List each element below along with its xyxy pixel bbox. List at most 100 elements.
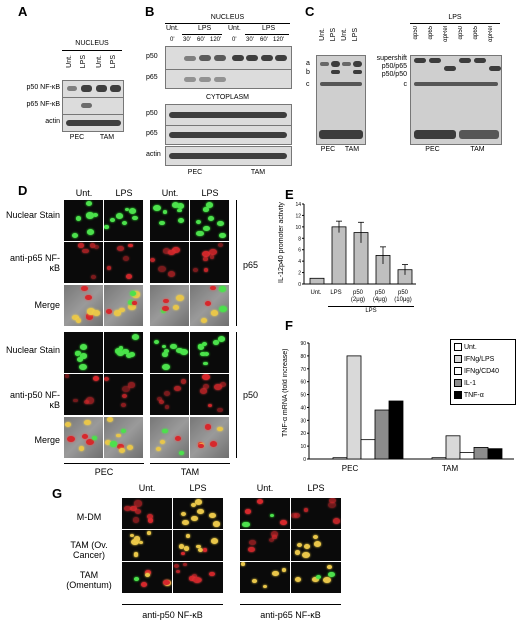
f-ytick-label-0: 0 [303,457,306,463]
panel-d-row-5: Merge [34,435,60,445]
micrograph-d-2-0 [64,285,103,326]
panel-a-lane-0: Unt. [66,55,73,68]
panel-a-blot-actin [62,114,124,132]
panel-g-group-line-1 [240,604,341,605]
panel-b-blot-nuc-p65 [165,69,292,89]
e-ytick-label-1: 2 [298,271,301,277]
panel-a-header-line [62,50,122,51]
panel-c-header-line [410,23,500,24]
f-bar-tam-4 [487,448,503,460]
legend-item-il1: IL-1 [454,379,476,388]
f-ytick-label-9: 90 [300,341,306,347]
panel-d-group-0: PEC [94,467,114,477]
panel-a-row-2: actin [45,118,60,125]
micrograph-g-2-2 [240,562,290,593]
e-bar-0 [309,277,325,285]
e-ytick-label-5: 10 [295,225,301,231]
panel-b-time-0: 0' [170,37,175,43]
panel-b-blot-nuc-p50 [165,46,292,70]
panel-b-treat-0: Unt. [166,25,179,32]
f-ytick-label-8: 80 [300,354,306,360]
legend-item-ifng-cd40: IFNg/CD40 [454,367,499,376]
panel-c-band-right-0: supershift [376,55,407,62]
f-ytick-label-3: 30 [300,418,306,424]
panel-b-treat-1: LPS [198,25,212,32]
f-bar-tam-3 [473,447,489,460]
micrograph-d-4-1 [104,374,143,415]
micrograph-d-4-2 [150,374,189,415]
panel-d-row-3: Nuclear Stain [5,345,60,355]
micrograph-g-0-0 [122,498,172,529]
panel-g-row-1: TAM (Ov. Cancer) [70,540,108,560]
panel-c-label: C [305,4,315,19]
panel-g-group-line-0 [122,604,223,605]
f-ytick-label-2: 20 [300,431,306,437]
legend-item-unt: Unt. [454,343,477,352]
panel-d-label: D [18,183,28,198]
panel-c-lane-right-3: αp50 [458,26,464,40]
panel-c-band-left-2: c [306,81,310,88]
panel-b-header-top: NUCLEUS [210,14,245,21]
panel-f-ylabel: TNF-α mRNA (fold increase) [282,348,289,438]
micrograph-g-2-0 [122,562,172,593]
panel-b-group-0: PEC [187,169,203,176]
panel-b-row-bottom-0: p50 [146,110,158,117]
panel-c-gel-left [316,55,366,145]
panel-e-cond-1: LPS [330,290,342,296]
panel-a-group-1: TAM [99,134,115,141]
panel-f-group-0: PEC [341,464,359,473]
micrograph-d-1-0 [64,242,103,283]
panel-b-treat-2: Unt. [228,25,241,32]
panel-b-time-1: 30' [183,37,191,43]
f-bar-pec-2 [360,439,376,460]
panel-d-col-3: LPS [201,188,219,198]
legend-item-ifng-lps: IFNg/LPS [454,355,494,364]
panel-e-label: E [285,187,294,202]
f-bar-pec-3 [374,409,390,460]
panel-d-col-0: Unt. [75,188,93,198]
e-ytick-label-0: 0 [298,282,301,288]
panel-b-row-bottom-1: p65 [146,130,158,137]
panel-g-col-3: LPS [307,483,325,493]
panel-d-bracket-p50 [236,332,237,458]
panel-d-row-0: Nuclear Stain [5,210,60,220]
micrograph-d-0-0 [64,200,103,241]
panel-g-col-2: Unt. [256,483,274,493]
panel-b-header-bottom: CYTOPLASM [205,94,250,101]
micrograph-d-0-2 [150,200,189,241]
panel-d-row-2: Merge [34,300,60,310]
panel-a-lane-3: LPS [110,55,117,69]
panel-f-chart: 0 10 20 30 40 50 60 70 80 90 [300,341,514,463]
micrograph-g-2-3 [291,562,341,593]
micrograph-d-0-3 [190,200,229,241]
f-bar-pec-4 [388,400,404,460]
panel-d-group-line-0 [64,463,144,464]
panel-f-legend: Unt. IFNg/LPS IFNg/CD40 IL-1 TNF-α [450,339,516,405]
panel-e-chart: 0 2 4 6 8 10 12 14 [295,202,416,288]
panel-b-group-1: TAM [250,169,266,176]
panel-a-row-0: p50 NF-κB [26,84,60,91]
f-ytick-label-4: 40 [300,405,306,411]
panel-b-blot-cyt-p50 [165,104,292,126]
panel-c-lane-right-2: αpRel [443,26,449,42]
micrograph-g-0-2 [240,498,290,529]
micrograph-d-5-1 [104,417,143,458]
e-ytick-label-7: 14 [295,202,301,208]
f-bar-pec-0 [332,457,348,460]
f-ytick-label-7: 70 [300,367,306,373]
panel-b-lps-line-0 [182,34,222,35]
panel-b-treat-3: LPS [262,25,276,32]
micrograph-d-5-2 [150,417,189,458]
panel-d-col-1: LPS [115,188,133,198]
panel-f-group-1: TAM [441,464,459,473]
panel-d-side-1: p50 [243,390,259,400]
panel-c-group-left-0: PEC [320,146,336,153]
micrograph-g-1-1 [173,530,223,561]
panel-e-cond-0: Unt. [310,290,322,296]
panel-g-col-1: LPS [189,483,207,493]
panel-c-lane-right-1: αp65 [428,26,434,40]
panel-b-blot-cyt-actin [165,146,292,166]
e-ytick-label-2: 4 [298,259,301,265]
panel-b-time-2: 60' [197,37,205,43]
panel-c-group-right-1: TAM [470,146,485,153]
